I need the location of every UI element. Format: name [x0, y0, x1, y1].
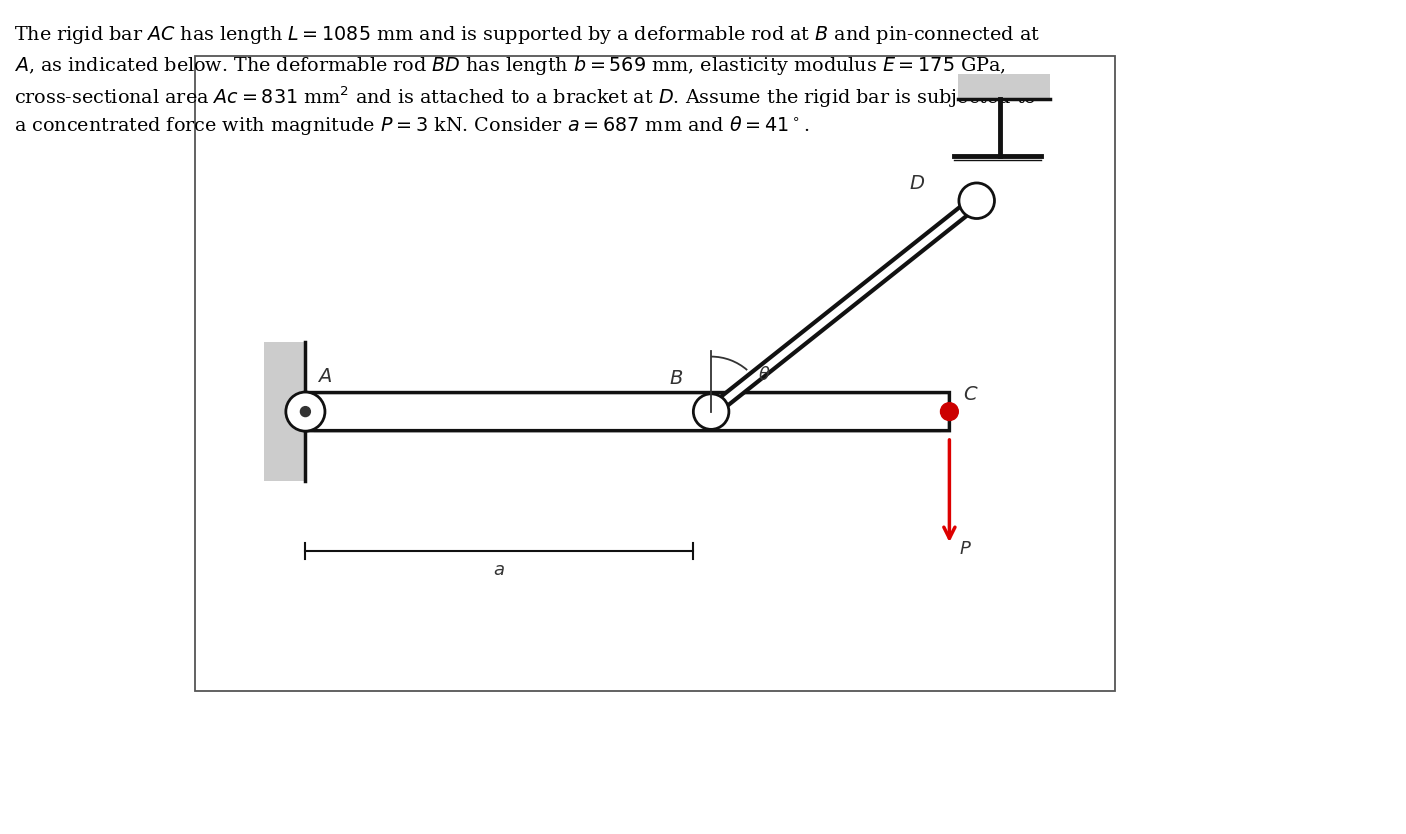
Circle shape [693, 394, 728, 430]
Text: $P$: $P$ [959, 540, 972, 558]
Circle shape [959, 183, 994, 219]
Text: $C$: $C$ [963, 385, 979, 404]
Text: $B$: $B$ [669, 369, 683, 388]
Text: $a$: $a$ [494, 561, 505, 580]
Bar [195, 56, 1115, 691]
FancyBboxPatch shape [305, 393, 949, 430]
Text: $A$, as indicated below. The deformable rod $BD$ has length $b = 569$ mm, elasti: $A$, as indicated below. The deformable … [14, 54, 1007, 77]
Text: The rigid bar $AC$ has length $L = 1085$ mm and is supported by a deformable rod: The rigid bar $AC$ has length $L = 1085$… [14, 24, 1040, 46]
Text: cross-sectional area $Ac = 831$ mm$^2$ and is attached to a bracket at $D$. Assu: cross-sectional area $Ac = 831$ mm$^2$ a… [14, 84, 1036, 109]
Bar [959, 73, 1050, 99]
Circle shape [941, 403, 959, 420]
Text: $\theta$: $\theta$ [758, 366, 770, 384]
Circle shape [301, 407, 311, 416]
Circle shape [285, 392, 325, 431]
Bar [264, 342, 305, 481]
Text: a concentrated force with magnitude $P = 3$ kN. Consider $a = 687$ mm and $\thet: a concentrated force with magnitude $P =… [14, 114, 810, 137]
Text: $A$: $A$ [318, 368, 332, 386]
Text: $D$: $D$ [908, 175, 925, 193]
